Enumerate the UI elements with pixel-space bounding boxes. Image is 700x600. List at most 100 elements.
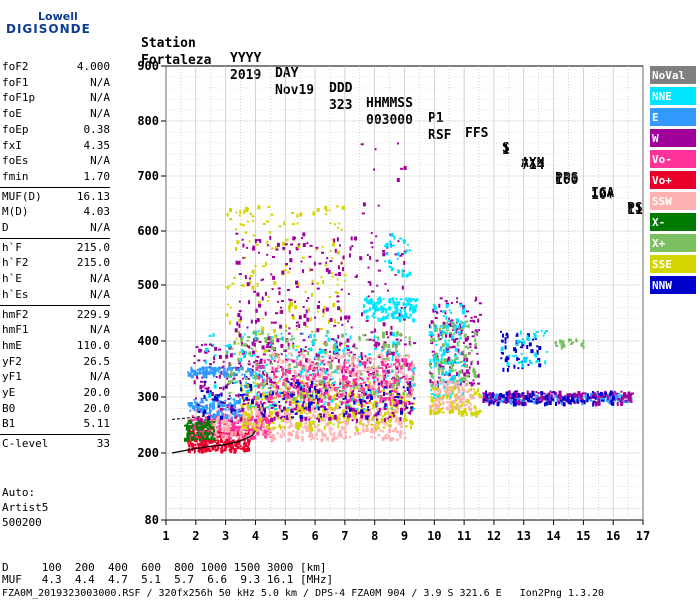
param-label: M(D) xyxy=(2,205,29,219)
data-point xyxy=(391,389,393,392)
data-point xyxy=(363,366,366,369)
data-point xyxy=(546,396,549,401)
data-point xyxy=(591,395,595,398)
data-point xyxy=(473,406,476,409)
data-point xyxy=(281,300,284,303)
data-point xyxy=(515,334,519,337)
data-point xyxy=(381,362,385,366)
data-point xyxy=(247,439,250,442)
data-point xyxy=(348,354,351,357)
data-point xyxy=(285,360,288,363)
data-point xyxy=(311,282,314,285)
header-row1: Station YYYY DAY DDD HHMMSS P1 FFS S AXN… xyxy=(141,21,643,216)
hdr-station: Station xyxy=(141,36,196,51)
data-point xyxy=(439,402,442,405)
data-point xyxy=(288,250,291,255)
data-point xyxy=(368,400,371,402)
data-point xyxy=(413,305,416,310)
data-point xyxy=(264,391,268,394)
data-point xyxy=(249,431,253,434)
data-point xyxy=(430,373,434,378)
data-point xyxy=(213,368,216,373)
data-point xyxy=(430,382,433,385)
data-point xyxy=(546,351,549,353)
data-point xyxy=(245,414,249,416)
data-point xyxy=(334,273,338,276)
data-point xyxy=(311,292,313,297)
data-point xyxy=(385,370,388,375)
data-point xyxy=(468,368,471,371)
data-point xyxy=(285,329,288,332)
data-point xyxy=(448,346,452,349)
data-point xyxy=(376,402,379,407)
data-point xyxy=(271,347,274,349)
data-point xyxy=(230,380,233,383)
data-point xyxy=(458,340,461,343)
data-point xyxy=(437,401,441,403)
data-point xyxy=(472,367,475,372)
data-point xyxy=(262,433,265,436)
data-point xyxy=(259,415,263,417)
data-point xyxy=(322,315,325,318)
data-point xyxy=(381,331,385,336)
data-point xyxy=(212,424,215,429)
data-point xyxy=(341,367,345,370)
data-point xyxy=(243,397,245,400)
data-point xyxy=(280,353,283,356)
data-point xyxy=(242,402,246,405)
data-point xyxy=(249,417,253,421)
param-label: foE xyxy=(2,107,22,121)
data-point xyxy=(255,372,258,375)
data-point xyxy=(447,360,451,365)
data-point xyxy=(413,397,416,400)
data-point xyxy=(343,361,346,366)
data-point xyxy=(367,281,371,284)
data-point xyxy=(241,416,245,419)
data-point xyxy=(591,391,594,393)
data-point xyxy=(504,337,507,342)
data-point xyxy=(331,272,334,275)
data-point xyxy=(212,436,215,441)
data-point xyxy=(370,423,374,426)
data-point xyxy=(349,390,353,395)
data-point xyxy=(336,321,340,324)
data-point xyxy=(370,298,373,301)
data-point xyxy=(321,355,325,358)
data-point xyxy=(317,374,321,379)
data-point xyxy=(410,388,413,391)
data-point xyxy=(476,352,479,355)
data-point xyxy=(247,413,251,418)
data-point xyxy=(307,404,311,409)
data-point xyxy=(224,434,228,439)
data-point xyxy=(383,391,385,396)
data-point xyxy=(446,387,450,392)
data-point xyxy=(502,367,505,372)
data-point xyxy=(610,400,613,405)
data-point xyxy=(392,378,395,383)
data-point xyxy=(302,395,305,398)
data-point xyxy=(201,430,204,435)
data-point xyxy=(189,422,192,425)
data-point xyxy=(338,406,341,409)
data-point xyxy=(247,428,251,433)
data-point xyxy=(364,360,367,365)
data-point xyxy=(373,424,377,427)
data-point xyxy=(613,393,617,396)
param-value: N/A xyxy=(90,272,110,286)
data-point xyxy=(200,390,204,392)
data-point xyxy=(197,419,200,422)
data-point xyxy=(389,412,393,415)
data-point xyxy=(290,243,294,246)
data-point xyxy=(534,338,537,340)
data-point xyxy=(494,394,496,397)
data-point xyxy=(324,350,328,355)
data-point xyxy=(382,298,385,301)
data-point xyxy=(267,296,270,298)
data-point xyxy=(325,261,328,264)
data-point xyxy=(313,410,317,413)
data-point xyxy=(449,394,452,399)
data-point xyxy=(292,386,295,389)
data-point xyxy=(619,400,623,403)
data-point xyxy=(202,374,205,378)
data-point xyxy=(520,346,524,349)
